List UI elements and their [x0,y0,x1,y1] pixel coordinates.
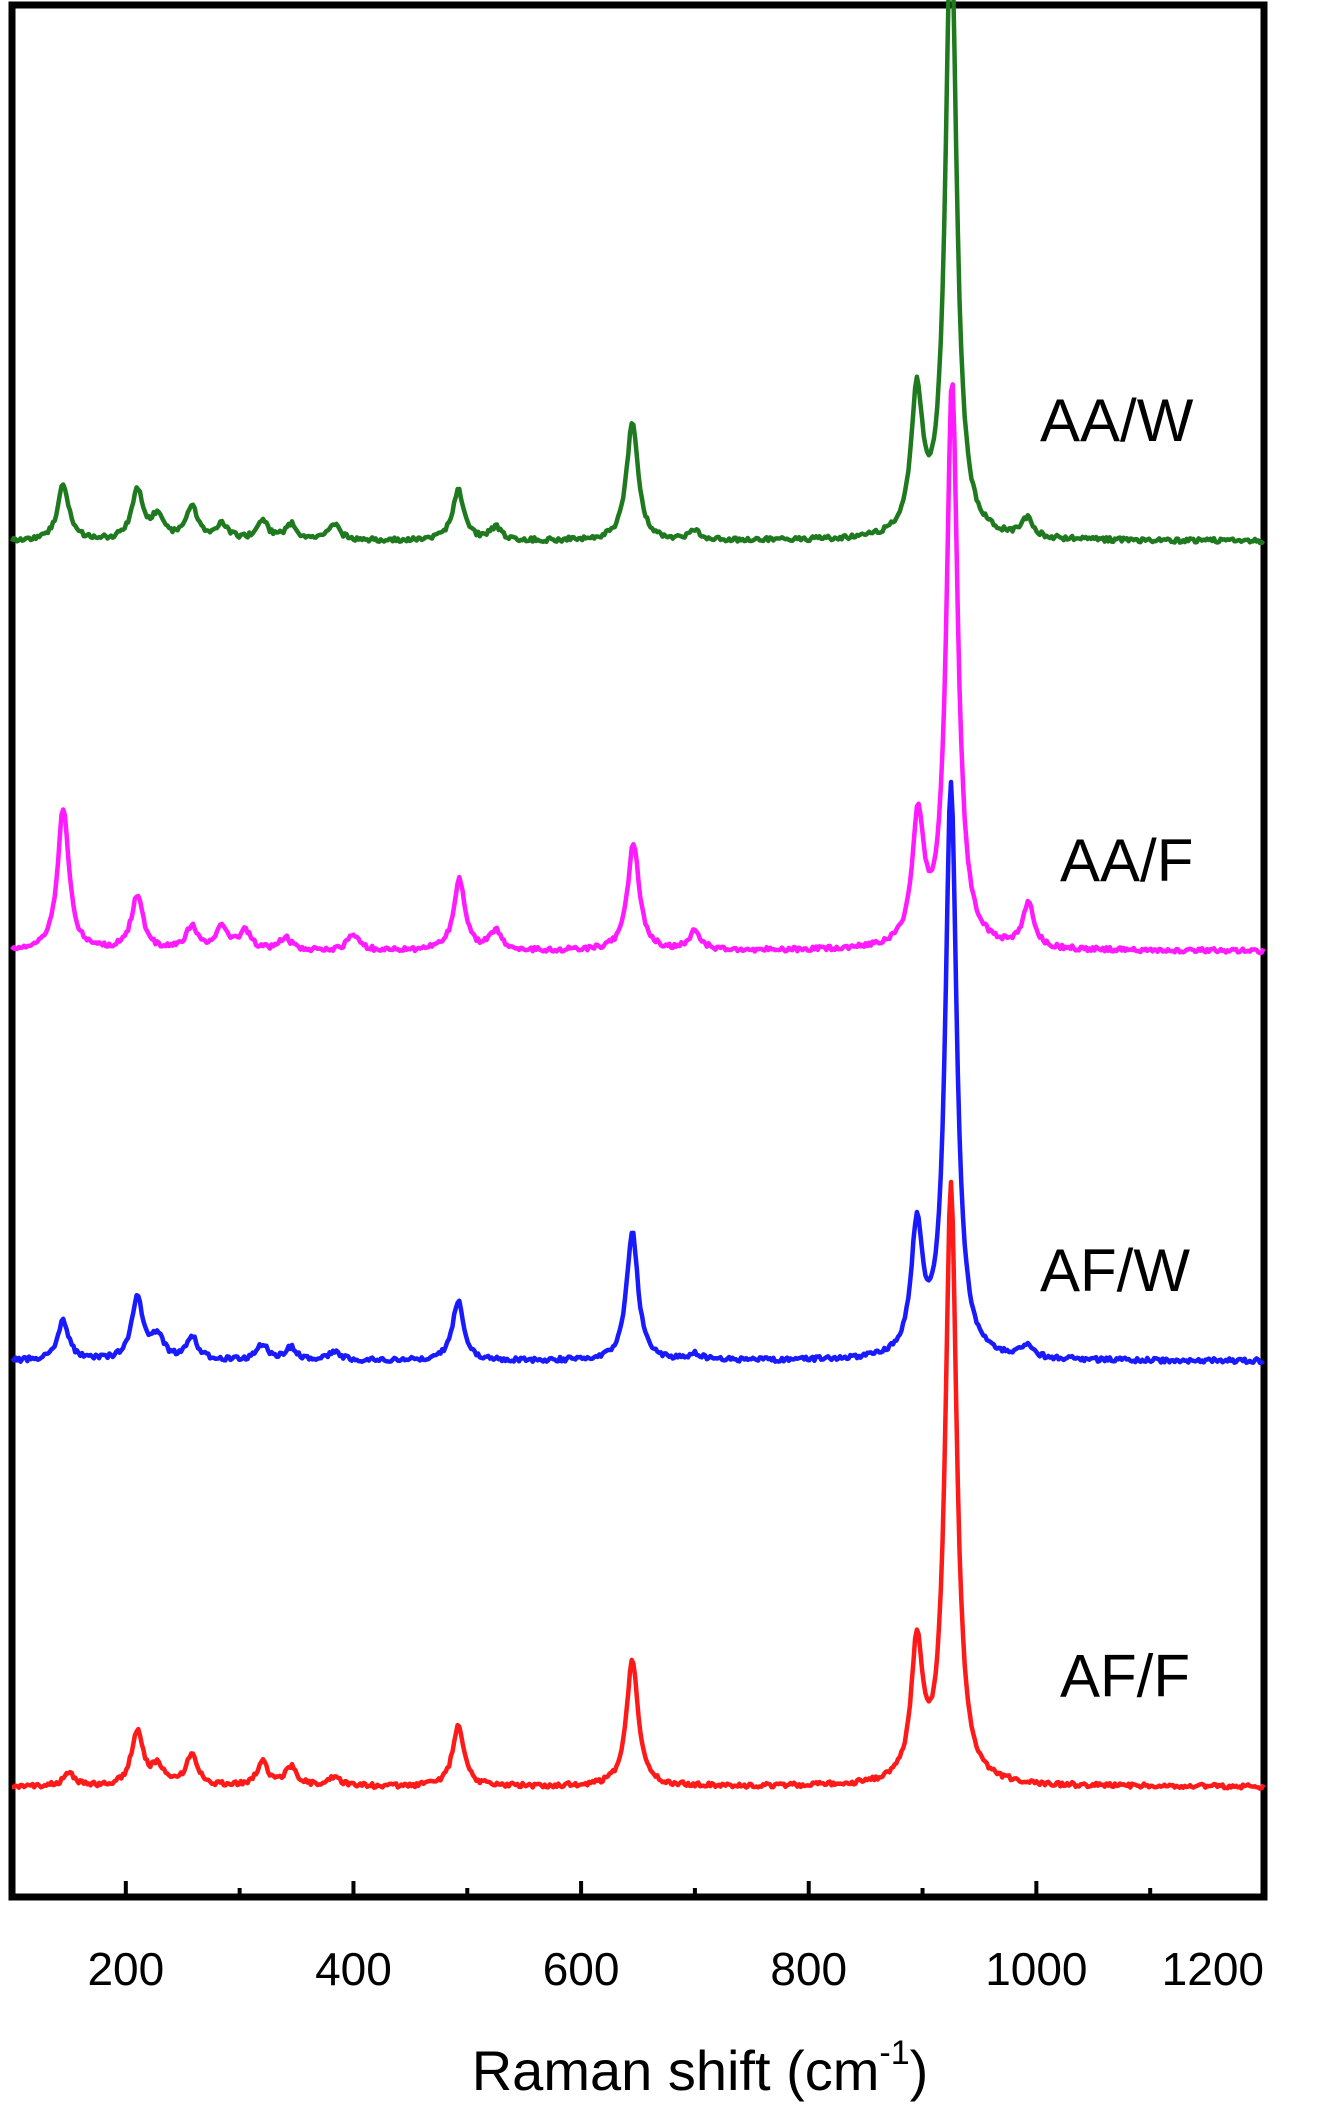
x-tick-label-800: 800 [770,1943,847,1995]
series-line-af-f [11,1179,1266,1791]
x-tick-label-1000: 1000 [985,1943,1087,1995]
series-layer [9,0,1266,1791]
x-tick-label-400: 400 [315,1943,392,1995]
series-line-af-w [10,779,1265,1366]
x-tick-label-1200: 1200 [1162,1943,1264,1995]
series-label-layer: AA/W AA/F AF/W AF/F [1040,387,1194,1710]
series-line-aa-w [9,0,1266,546]
x-axis-title: Raman shift (cm-1) [472,2034,929,2102]
series-label-af-w: AF/W [1040,1237,1190,1304]
series-label-af-f: AF/F [1060,1643,1190,1710]
x-tick-label-200: 200 [87,1943,164,1995]
x-axis-title-superscript: -1 [879,2034,909,2072]
x-axis-ticks: 200 400 600 800 1000 1200 [10,1881,1266,1995]
series-label-aa-w: AA/W [1040,387,1194,454]
x-axis-title-close: ) [910,2039,929,2102]
x-tick-label-600: 600 [543,1943,620,1995]
series-line-aa-f [10,382,1266,956]
x-axis-title-main: Raman shift (cm [472,2039,880,2102]
series-label-aa-f: AA/F [1060,827,1193,894]
